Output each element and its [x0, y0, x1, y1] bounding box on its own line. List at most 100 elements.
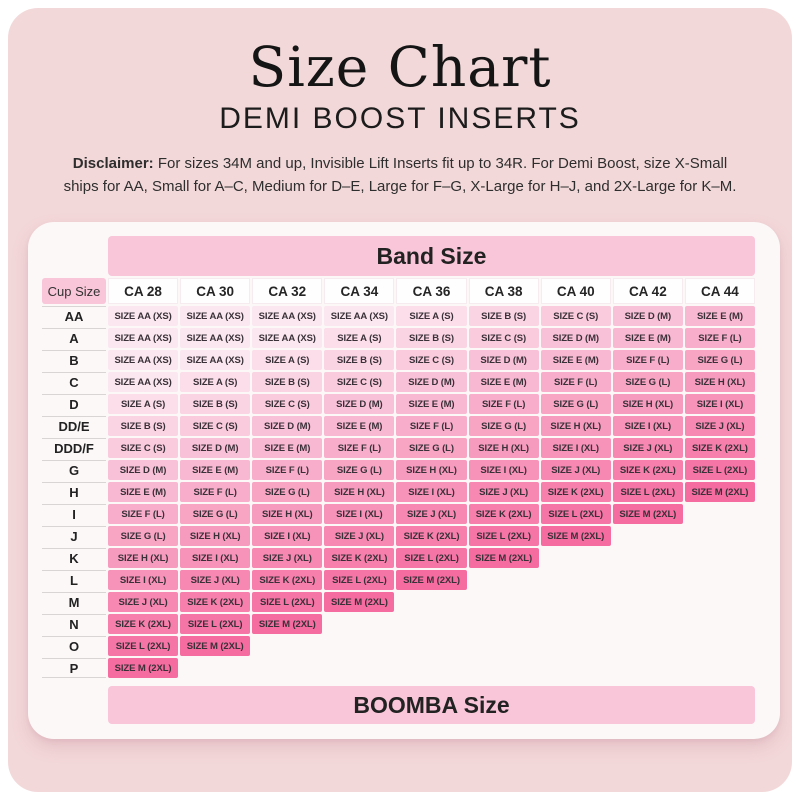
empty-cell: [252, 658, 322, 678]
size-cell: SIZE L (2XL): [468, 526, 539, 546]
size-cell: SIZE H (XL): [180, 526, 251, 546]
cup-size-row-label: G: [42, 460, 106, 480]
size-cell: SIZE C (S): [396, 350, 467, 370]
size-cell: SIZE K (2XL): [180, 592, 251, 612]
size-cell: SIZE G (L): [324, 460, 395, 480]
size-cell: SIZE G (L): [252, 482, 323, 502]
size-cell: SIZE D (M): [252, 416, 323, 436]
empty-cell: [469, 570, 539, 590]
size-cell: SIZE B (S): [108, 416, 179, 436]
empty-cell: [685, 658, 755, 678]
size-cell: SIZE B (S): [468, 306, 539, 326]
size-cell: SIZE G (L): [540, 394, 611, 414]
cup-size-row-label: I: [42, 504, 106, 524]
boomba-size-axis-title: BOOMBA Size: [108, 686, 755, 724]
size-cell: SIZE F (L): [684, 328, 755, 348]
empty-cell: [541, 592, 611, 612]
size-cell: SIZE L (2XL): [612, 482, 683, 502]
size-cell: SIZE M (2XL): [108, 658, 179, 678]
size-cell: SIZE K (2XL): [396, 526, 467, 546]
size-cell: SIZE AA (XS): [180, 328, 251, 348]
size-cell: SIZE L (2XL): [252, 592, 323, 612]
empty-cell: [324, 614, 394, 634]
cup-size-row-label: O: [42, 636, 106, 656]
size-cell: SIZE H (XL): [396, 460, 467, 480]
empty-cell: [541, 636, 611, 656]
size-cell: SIZE K (2XL): [324, 548, 395, 568]
size-cell: SIZE C (S): [108, 438, 179, 458]
size-cell: SIZE E (M): [324, 416, 395, 436]
cup-size-axis-title: Cup Size: [42, 278, 106, 304]
size-cell: SIZE D (M): [540, 328, 611, 348]
empty-cell: [180, 658, 250, 678]
band-size-column-header: CA 38: [468, 278, 539, 304]
size-cell: SIZE AA (XS): [108, 350, 179, 370]
empty-cell: [396, 658, 466, 678]
size-cell: SIZE D (M): [180, 438, 251, 458]
disclaimer-text: For sizes 34M and up, Invisible Lift Ins…: [63, 155, 737, 195]
size-cell: SIZE L (2XL): [108, 636, 179, 656]
size-cell: SIZE J (XL): [108, 592, 179, 612]
size-cell: SIZE H (XL): [540, 416, 611, 436]
size-cell: SIZE I (XL): [180, 548, 251, 568]
size-cell: SIZE F (L): [180, 482, 251, 502]
size-cell: SIZE J (XL): [612, 438, 683, 458]
size-cell: SIZE E (M): [540, 350, 611, 370]
size-cell: SIZE H (XL): [108, 548, 179, 568]
size-cell: SIZE AA (XS): [108, 372, 179, 392]
empty-cell: [541, 548, 611, 568]
size-cell: SIZE J (XL): [252, 548, 323, 568]
table-corner-spacer: [42, 236, 106, 276]
empty-cell: [252, 636, 322, 656]
size-cell: SIZE C (S): [540, 306, 611, 326]
size-cell: SIZE F (L): [324, 438, 395, 458]
empty-cell: [685, 548, 755, 568]
size-cell: SIZE F (L): [108, 504, 179, 524]
size-cell: SIZE F (L): [468, 394, 539, 414]
size-cell: SIZE B (S): [180, 394, 251, 414]
band-size-column-header: CA 36: [396, 278, 467, 304]
size-cell: SIZE F (L): [252, 460, 323, 480]
size-cell: SIZE A (S): [108, 394, 179, 414]
empty-cell: [685, 614, 755, 634]
size-cell: SIZE E (M): [252, 438, 323, 458]
size-cell: SIZE I (XL): [324, 504, 395, 524]
size-cell: SIZE M (2XL): [684, 482, 755, 502]
size-cell: SIZE M (2XL): [540, 526, 611, 546]
size-cell: SIZE H (XL): [684, 372, 755, 392]
size-cell: SIZE AA (XS): [180, 306, 251, 326]
size-cell: SIZE G (L): [468, 416, 539, 436]
size-cell: SIZE AA (XS): [324, 306, 395, 326]
empty-cell: [613, 636, 683, 656]
empty-cell: [685, 526, 755, 546]
band-size-column-header: CA 40: [540, 278, 611, 304]
size-cell: SIZE G (L): [108, 526, 179, 546]
empty-cell: [324, 636, 394, 656]
size-cell: SIZE I (XL): [252, 526, 323, 546]
size-cell: SIZE J (XL): [540, 460, 611, 480]
size-cell: SIZE F (L): [612, 350, 683, 370]
size-cell: SIZE E (M): [180, 460, 251, 480]
size-cell: SIZE K (2XL): [612, 460, 683, 480]
size-cell: SIZE C (S): [468, 328, 539, 348]
size-chart-table: Band Size Cup Size CA 28 CA 30 CA 32 CA 34 CA …: [42, 236, 755, 724]
size-cell: SIZE L (2XL): [396, 548, 467, 568]
size-cell: SIZE I (XL): [540, 438, 611, 458]
size-cell: SIZE B (S): [396, 328, 467, 348]
size-cell: SIZE AA (XS): [108, 306, 179, 326]
size-chart-card: Band Size Cup Size CA 28 CA 30 CA 32 CA 34 CA …: [28, 222, 780, 739]
cup-size-row-label: C: [42, 372, 106, 392]
size-cell: SIZE M (2XL): [612, 504, 683, 524]
empty-cell: [469, 614, 539, 634]
size-cell: SIZE C (S): [180, 416, 251, 436]
empty-cell: [613, 570, 683, 590]
cup-size-row-label: A: [42, 328, 106, 348]
size-cell: SIZE E (M): [108, 482, 179, 502]
size-cell: SIZE F (L): [540, 372, 611, 392]
empty-cell: [541, 570, 611, 590]
size-cell: SIZE J (XL): [684, 416, 755, 436]
size-cell: SIZE G (L): [612, 372, 683, 392]
size-cell: SIZE D (M): [468, 350, 539, 370]
size-cell: SIZE G (L): [396, 438, 467, 458]
size-cell: SIZE G (L): [684, 350, 755, 370]
